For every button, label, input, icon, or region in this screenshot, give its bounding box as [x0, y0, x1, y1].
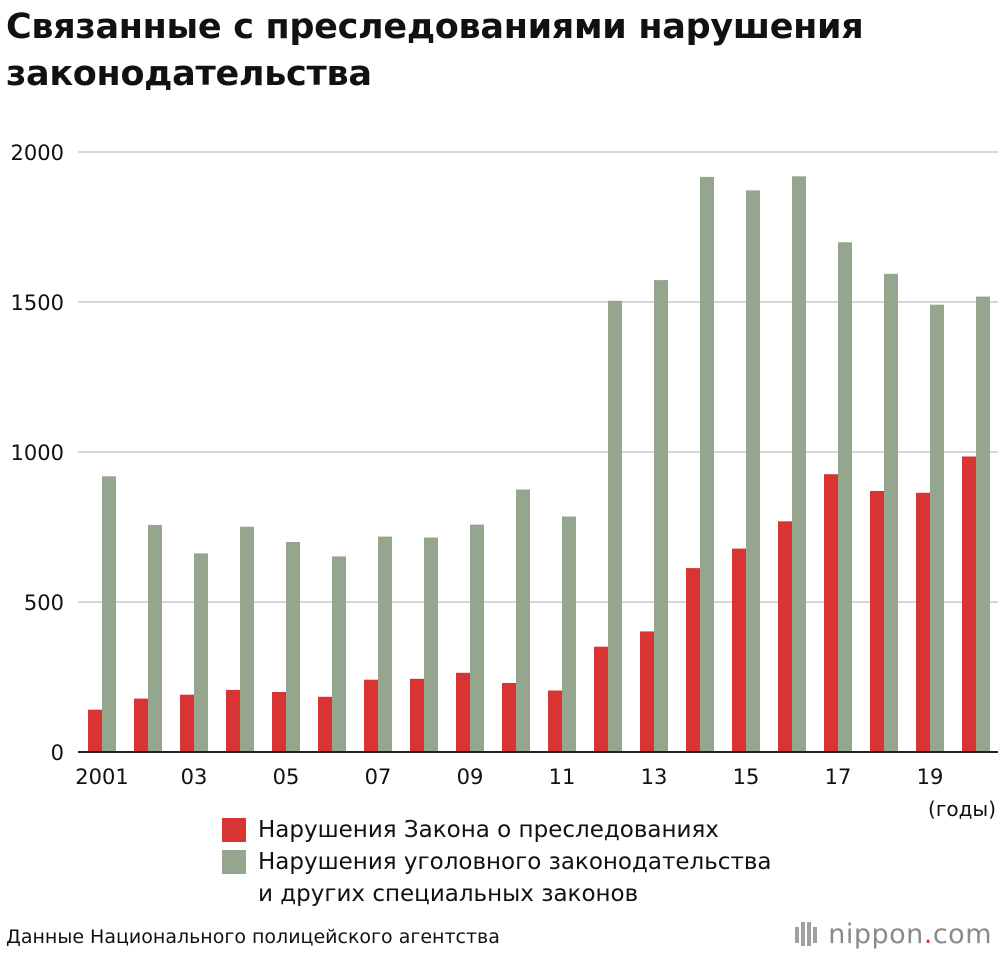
- legend-label-criminal-line2: и других специальных законов: [258, 881, 639, 907]
- legend-label-stalking: Нарушения Закона о преследованиях: [258, 817, 719, 843]
- x-tick-label-2001: 2001: [75, 765, 128, 789]
- bar-stalking-20: [962, 456, 976, 752]
- bar-criminal-10: [516, 489, 530, 752]
- bar-stalking-19: [916, 492, 930, 752]
- bar-criminal-05: [286, 542, 300, 752]
- x-tick-label-09: 09: [457, 765, 484, 789]
- nippon-logo[interactable]: nippon. com: [792, 916, 992, 952]
- x-tick-label-13: 13: [641, 765, 668, 789]
- chart-title: Связанные с преследованиями нарушения за…: [6, 7, 864, 94]
- x-axis-unit-label: (годы): [928, 797, 996, 821]
- bar-stalking-03: [180, 694, 194, 752]
- tick-labels: 0 500 1000 1500 2000 2001 03 05 07 09 11 13 15 17 19 (г…: [11, 141, 996, 821]
- bar-criminal-06: [332, 556, 346, 752]
- y-tick-label-500: 500: [24, 591, 64, 615]
- x-tick-label-15: 15: [733, 765, 760, 789]
- legend-swatch-stalking: [222, 818, 246, 842]
- logo-dot: .: [923, 918, 933, 950]
- bar-stalking-15: [732, 548, 746, 752]
- bar-criminal-16: [792, 176, 806, 753]
- bar-criminal-17: [838, 242, 852, 753]
- x-tick-label-19: 19: [917, 765, 944, 789]
- bar-criminal-09: [470, 524, 484, 752]
- logo-suffix: com: [932, 918, 992, 950]
- source-note: Данные Национального полицейского агентс…: [6, 926, 500, 948]
- bars: [88, 176, 990, 753]
- bar-stalking-09: [456, 672, 470, 752]
- bar-criminal-15: [746, 190, 760, 752]
- bar-criminal-07: [378, 536, 392, 752]
- y-tick-label-2000: 2000: [11, 141, 64, 165]
- bar-criminal-03: [194, 553, 208, 752]
- y-tick-label-1000: 1000: [11, 441, 64, 465]
- bar-stalking-04: [226, 689, 240, 752]
- bar-criminal-12: [608, 300, 622, 752]
- legend-item-criminal: Нарушения уголовного законодательства: [222, 846, 922, 878]
- y-tick-label-1500: 1500: [11, 291, 64, 315]
- bar-stalking-06: [318, 696, 332, 752]
- bar-criminal-02: [148, 524, 162, 752]
- bar-stalking-16: [778, 521, 792, 752]
- bar-stalking-13: [640, 631, 654, 752]
- bar-stalking-17: [824, 474, 838, 752]
- x-tick-label-11: 11: [549, 765, 576, 789]
- bar-stalking-10: [502, 683, 516, 752]
- logo-name: nippon: [828, 918, 924, 950]
- bar-stalking-12: [594, 646, 608, 752]
- x-tick-label-17: 17: [825, 765, 852, 789]
- bar-criminal-20: [976, 296, 990, 752]
- legend-item-stalking: Нарушения Закона о преследованиях: [222, 814, 922, 846]
- bar-criminal-14: [700, 176, 714, 752]
- grid-lines: [78, 151, 998, 603]
- bar-criminal-19: [930, 304, 944, 752]
- bar-stalking-18: [870, 491, 884, 752]
- bar-stalking-02: [134, 698, 148, 752]
- bar-criminal-18: [884, 273, 898, 752]
- nippon-logo-icon: [795, 922, 818, 946]
- x-tick-label-03: 03: [181, 765, 208, 789]
- legend-label-criminal-line1: Нарушения уголовного законодательства: [258, 849, 772, 875]
- bar-criminal-08: [424, 537, 438, 752]
- legend: Нарушения Закона о преследованиях Наруше…: [222, 814, 922, 910]
- legend-swatch-criminal: [222, 850, 246, 874]
- bar-stalking-05: [272, 692, 286, 752]
- y-tick-label-0: 0: [51, 741, 64, 765]
- bar-stalking-07: [364, 679, 378, 752]
- bar-stalking-2001: [88, 709, 102, 752]
- bar-stalking-11: [548, 690, 562, 752]
- bar-stalking-14: [686, 568, 700, 752]
- x-tick-label-07: 07: [365, 765, 392, 789]
- bar-criminal-11: [562, 516, 576, 752]
- bar-criminal-13: [654, 280, 668, 752]
- x-tick-label-05: 05: [273, 765, 300, 789]
- bar-stalking-08: [410, 678, 424, 752]
- bar-criminal-2001: [102, 476, 116, 752]
- legend-item-criminal-cont: и других специальных законов: [222, 878, 922, 910]
- bar-criminal-04: [240, 526, 254, 752]
